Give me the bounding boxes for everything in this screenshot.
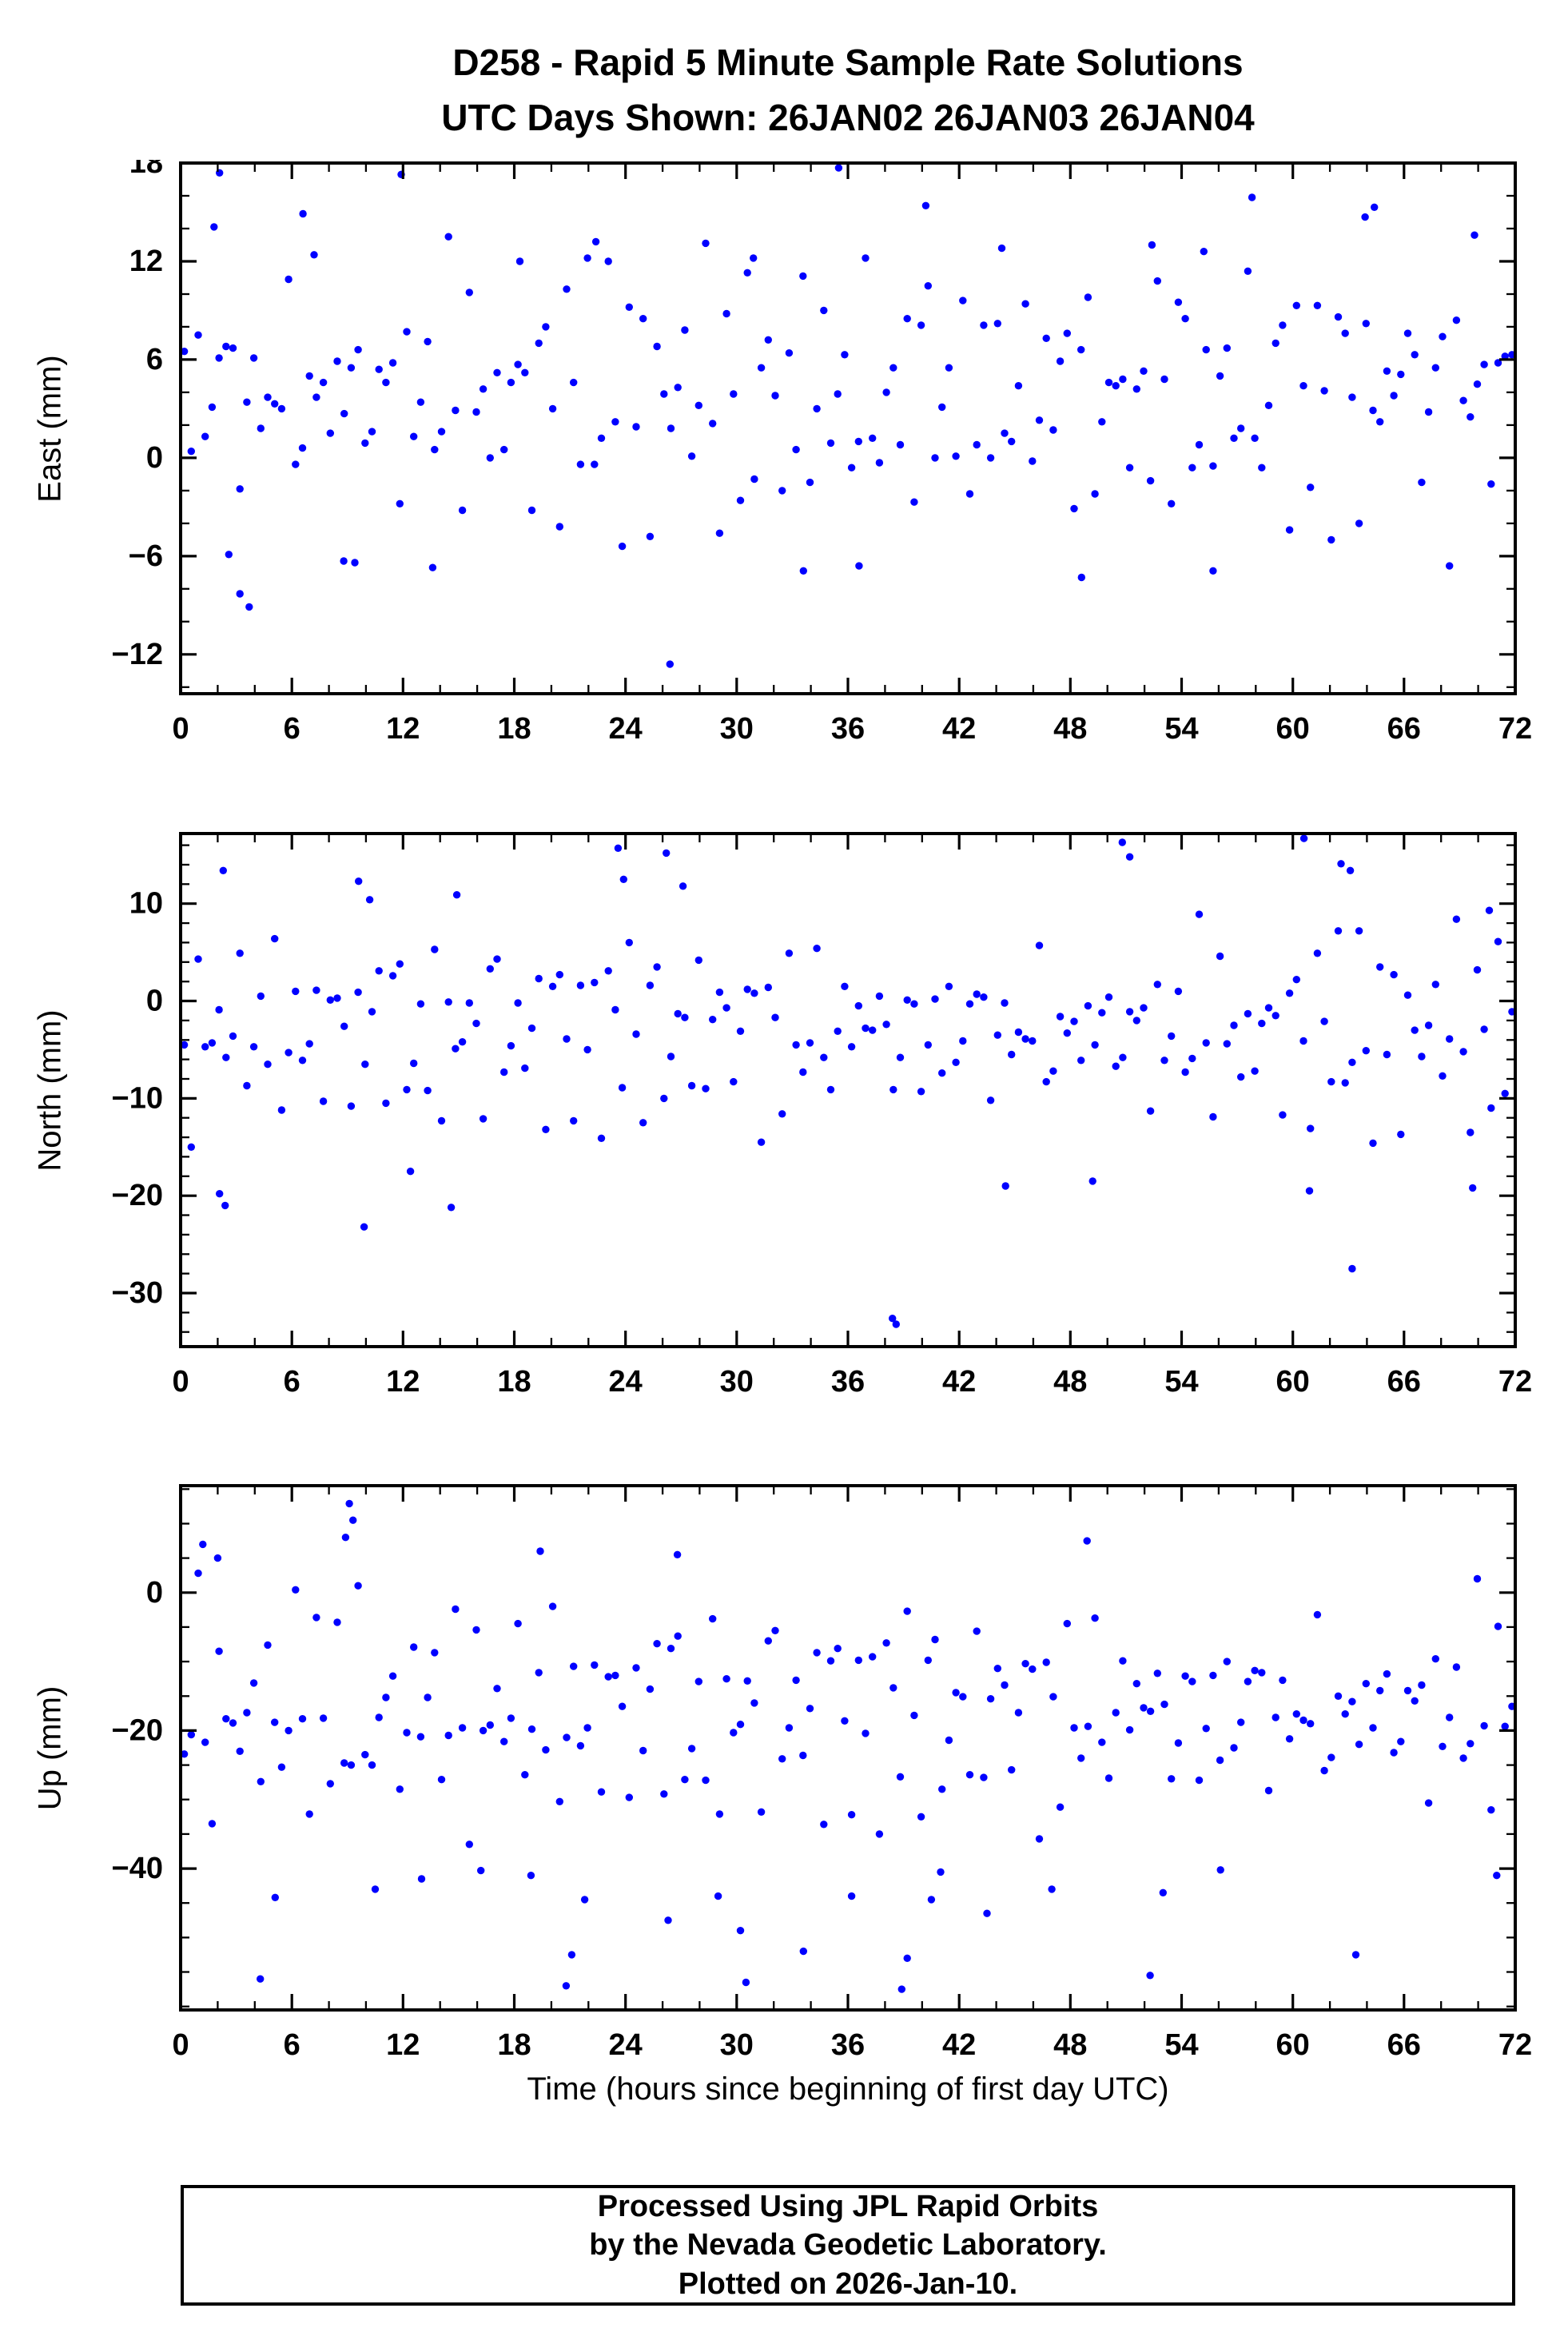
svg-text:6: 6 [284, 712, 300, 746]
svg-text:30: 30 [720, 1365, 754, 1399]
svg-text:66: 66 [1387, 712, 1421, 746]
svg-text:0: 0 [146, 441, 163, 475]
svg-text:54: 54 [1164, 2028, 1198, 2062]
svg-text:24: 24 [609, 712, 643, 746]
svg-text:6: 6 [284, 1365, 300, 1399]
svg-text:48: 48 [1053, 712, 1087, 746]
svg-text:30: 30 [720, 2028, 754, 2062]
svg-text:36: 36 [831, 712, 865, 746]
svg-text:66: 66 [1387, 1365, 1421, 1399]
svg-text:72: 72 [1498, 1365, 1532, 1399]
footer-box: Processed Using JPL Rapid Orbits by the … [181, 2185, 1515, 2306]
svg-text:18: 18 [129, 160, 163, 180]
svg-text:12: 12 [129, 245, 163, 278]
svg-text:12: 12 [386, 1365, 420, 1399]
footer-line1: Processed Using JPL Rapid Orbits [597, 2190, 1099, 2224]
svg-text:24: 24 [609, 2028, 643, 2062]
svg-text:54: 54 [1164, 712, 1198, 746]
svg-text:48: 48 [1053, 2028, 1087, 2062]
svg-text:−6: −6 [129, 539, 163, 573]
svg-text:0: 0 [172, 712, 189, 746]
svg-text:−20: −20 [112, 1179, 163, 1212]
svg-text:0: 0 [146, 985, 163, 1018]
svg-text:42: 42 [942, 2028, 976, 2062]
footer-line2: by the Nevada Geodetic Laboratory. [589, 2228, 1107, 2262]
east-scatter-plot: 0 6 12 18 24 30 36 42 48 54 60 66 72 −12 −6 0 6 12 18 [112, 160, 1533, 746]
svg-text:−30: −30 [112, 1276, 163, 1310]
svg-text:18: 18 [497, 1365, 531, 1399]
svg-text:36: 36 [831, 2028, 865, 2062]
north-scatter-plot: 0 6 12 18 24 30 36 42 48 54 60 66 72 −30 −20 −10 0 10 [112, 832, 1532, 1399]
svg-text:60: 60 [1276, 1365, 1310, 1399]
svg-text:60: 60 [1276, 2028, 1310, 2062]
up-scatter-plot: 0 6 12 18 24 30 36 42 48 54 60 66 72 −40 −20 0 [112, 1484, 1532, 2062]
svg-text:24: 24 [609, 1365, 643, 1399]
svg-text:−12: −12 [112, 638, 163, 671]
chart-title-line2: UTC Days Shown: 26JAN02 26JAN03 26JAN04 [441, 97, 1255, 138]
svg-text:42: 42 [942, 712, 976, 746]
svg-text:0: 0 [172, 1365, 189, 1399]
svg-text:0: 0 [172, 2028, 189, 2062]
svg-text:6: 6 [284, 2028, 300, 2062]
footer-line3: Plotted on 2026-Jan-10. [678, 2266, 1018, 2301]
svg-text:12: 12 [386, 712, 420, 746]
svg-text:48: 48 [1053, 1365, 1087, 1399]
svg-text:72: 72 [1498, 2028, 1532, 2062]
chart-title: D258 - Rapid 5 Minute Sample Rate Soluti… [181, 35, 1515, 145]
svg-text:18: 18 [497, 2028, 531, 2062]
svg-text:60: 60 [1276, 712, 1310, 746]
svg-text:−40: −40 [112, 1852, 163, 1885]
svg-text:12: 12 [386, 2028, 420, 2062]
svg-text:18: 18 [497, 712, 531, 746]
svg-text:0: 0 [146, 1576, 163, 1610]
svg-text:66: 66 [1387, 2028, 1421, 2062]
svg-text:30: 30 [720, 712, 754, 746]
svg-text:36: 36 [831, 1365, 865, 1399]
svg-text:42: 42 [942, 1365, 976, 1399]
svg-text:−10: −10 [112, 1081, 163, 1115]
chart-title-line1: D258 - Rapid 5 Minute Sample Rate Soluti… [452, 42, 1244, 83]
svg-text:6: 6 [146, 343, 163, 376]
x-axis-label: Time (hours since beginning of first day… [527, 2071, 1169, 2107]
svg-text:72: 72 [1498, 712, 1532, 746]
svg-text:10: 10 [129, 887, 163, 921]
svg-text:54: 54 [1164, 1365, 1198, 1399]
svg-text:−20: −20 [112, 1713, 163, 1747]
